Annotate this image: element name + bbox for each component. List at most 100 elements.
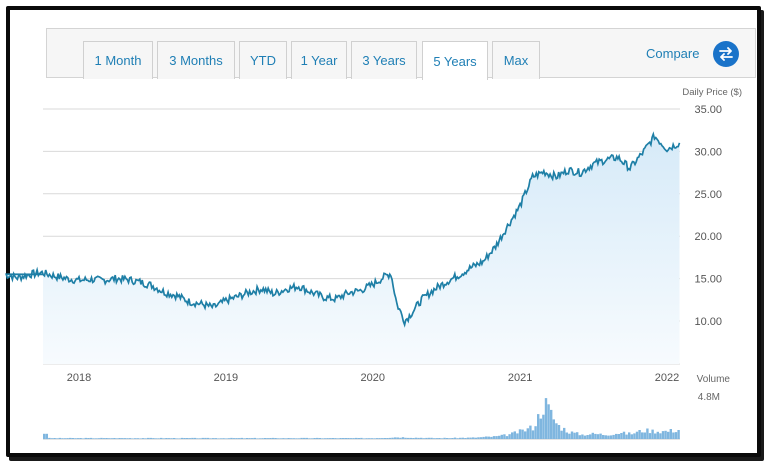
volume-bar	[97, 438, 100, 439]
volume-bar	[464, 438, 467, 439]
volume-bar	[245, 438, 249, 439]
volume-bar	[381, 438, 384, 439]
volume-bar	[602, 435, 605, 439]
volume-bar	[251, 438, 254, 439]
volume-bar	[578, 435, 581, 439]
volume-bar	[71, 438, 74, 439]
volume-bar	[641, 432, 644, 439]
volume-bar	[303, 437, 306, 439]
volume-bar	[427, 437, 431, 439]
volume-bar	[347, 438, 350, 439]
volume-bar	[394, 437, 397, 439]
volume-bar	[383, 438, 386, 439]
volume-bar	[170, 438, 173, 439]
volume-bar	[214, 438, 217, 439]
volume-bar	[238, 438, 241, 439]
volume-bar	[277, 438, 280, 439]
volume-bar	[674, 432, 678, 439]
volume-bar	[664, 430, 667, 439]
compare-link[interactable]: Compare	[646, 46, 700, 61]
volume-bar	[134, 438, 137, 439]
volume-bar	[256, 438, 259, 439]
range-tab-bar: 1 Month 3 Months YTD 1 Year 3 Years 5 Ye…	[46, 28, 756, 80]
volume-bar	[331, 438, 334, 439]
volume-bar	[287, 438, 290, 439]
tab-5-years[interactable]: 5 Years	[422, 41, 488, 80]
volume-bar	[121, 438, 124, 439]
volume-bar	[472, 437, 475, 439]
tab-label: 5 Years	[433, 53, 477, 69]
volume-bar	[594, 433, 597, 439]
price-axis-label: Daily Price ($)	[682, 87, 742, 98]
volume-bar	[191, 437, 194, 439]
volume-bar	[110, 438, 113, 439]
volume-bar	[518, 429, 522, 439]
volume-bar	[188, 438, 191, 439]
tab-1-year[interactable]: 1 Year	[291, 41, 347, 79]
y-tick-label: 20.00	[694, 231, 722, 243]
volume-bar	[50, 438, 54, 439]
volume-bar	[375, 438, 379, 439]
volume-bar	[453, 437, 457, 439]
compare-button[interactable]	[713, 41, 739, 67]
volume-bar	[279, 438, 282, 439]
volume-bar	[643, 432, 646, 439]
volume-bar	[570, 431, 574, 439]
volume-bar	[300, 437, 303, 439]
volume-bar	[355, 437, 358, 439]
volume-bar	[308, 438, 311, 439]
volume-bar	[305, 437, 308, 439]
volume-bar	[102, 438, 106, 439]
volume-bar	[568, 433, 571, 439]
y-tick-label: 25.00	[694, 189, 722, 201]
volume-bar	[230, 437, 233, 439]
tab-label: 3 Years	[362, 53, 406, 68]
volume-bar	[461, 437, 464, 439]
volume-bar	[196, 438, 199, 439]
tab-3-years[interactable]: 3 Years	[351, 41, 417, 79]
volume-bar	[469, 437, 472, 439]
volume-bar	[599, 433, 602, 439]
volume-bar	[162, 438, 165, 439]
volume-bar	[612, 434, 615, 439]
volume-bar	[45, 433, 48, 440]
volume-bar	[508, 434, 511, 439]
volume-bar	[258, 438, 262, 439]
volume-bar	[131, 438, 134, 439]
volume-bar	[362, 438, 366, 439]
volume-bar	[492, 436, 496, 439]
tab-1-month[interactable]: 1 Month	[83, 41, 153, 79]
tab-label: 3 Months	[169, 53, 223, 68]
volume-bar	[596, 434, 600, 439]
volume-bar	[420, 437, 423, 439]
tab-ytd[interactable]: YTD	[239, 41, 287, 79]
volume-bar	[100, 437, 103, 439]
volume-bar	[139, 438, 142, 439]
volume-bar	[500, 434, 503, 439]
volume-bar	[368, 438, 371, 439]
tab-label: 1 Month	[94, 53, 142, 68]
volume-bar	[141, 438, 145, 439]
tab-max[interactable]: Max	[492, 41, 540, 79]
volume-bar	[266, 438, 269, 439]
volume-bar	[344, 438, 347, 439]
volume-bar	[53, 438, 56, 439]
volume-bar	[95, 438, 98, 439]
volume-bar	[388, 437, 392, 439]
x-axis-labels: 2018 2019 2020 2021 2022	[67, 372, 679, 384]
volume-bar	[609, 435, 613, 439]
volume-bar	[209, 438, 212, 439]
volume-bar	[630, 434, 633, 439]
volume-bar	[526, 428, 529, 439]
volume-bar	[490, 436, 493, 439]
volume-bar	[604, 435, 607, 439]
volume-bar	[430, 437, 433, 439]
volume-bar	[399, 437, 402, 439]
volume-bar	[178, 438, 181, 439]
volume-bar	[154, 438, 158, 439]
x-tick-label: 2018	[67, 372, 91, 384]
volume-bar	[74, 438, 77, 439]
volume-bar	[529, 425, 532, 439]
tab-3-months[interactable]: 3 Months	[157, 41, 235, 79]
volume-bar	[622, 431, 626, 439]
